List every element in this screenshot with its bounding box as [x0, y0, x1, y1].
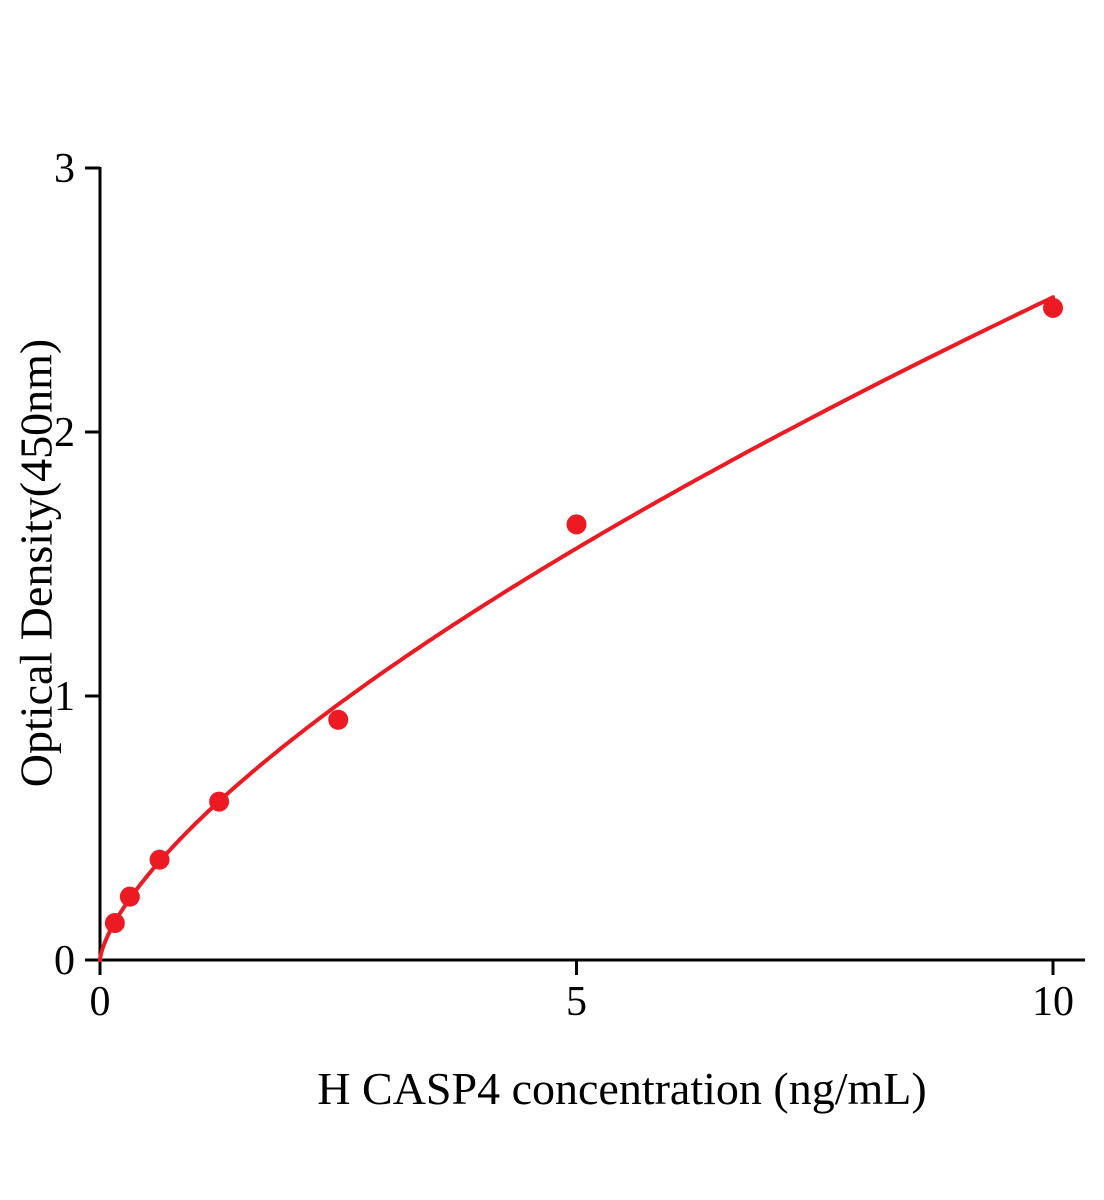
x-tick-label: 5 [566, 979, 587, 1025]
y-tick-label: 3 [54, 146, 75, 192]
x-axis-label: H CASP4 concentration (ng/mL) [317, 1063, 927, 1114]
y-tick-label: 2 [54, 410, 75, 456]
fit-curve [98, 295, 1055, 962]
data-point [328, 709, 349, 730]
data-point [104, 913, 125, 934]
y-tick-label: 0 [54, 938, 75, 984]
data-point [119, 886, 140, 907]
y-axis-label: Optical Density(450nm) [10, 338, 62, 788]
data-point [566, 514, 587, 535]
data-point [149, 849, 170, 870]
y-tick-label: 1 [54, 674, 75, 720]
x-tick-label: 0 [90, 979, 111, 1025]
data-point [1043, 297, 1063, 318]
data-point [209, 791, 230, 812]
x-tick-label: 10 [1032, 979, 1074, 1025]
